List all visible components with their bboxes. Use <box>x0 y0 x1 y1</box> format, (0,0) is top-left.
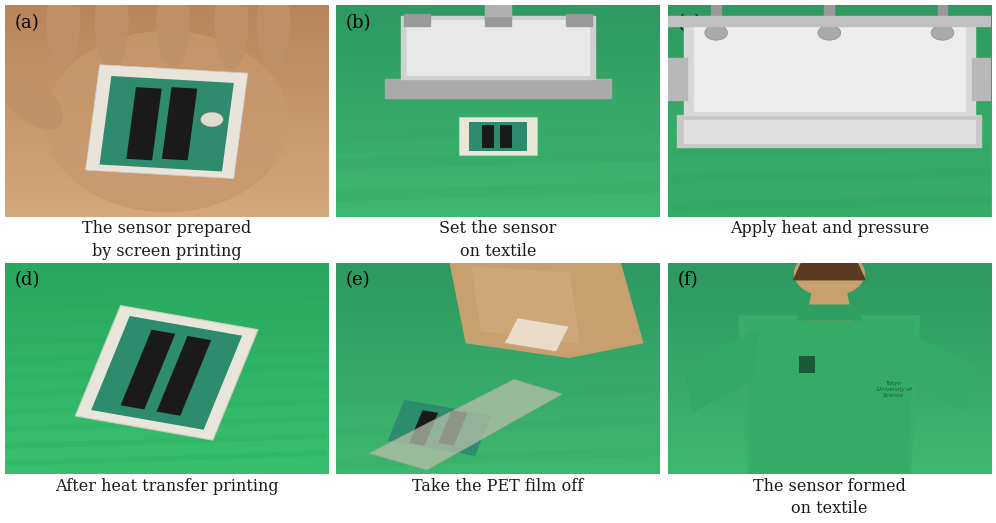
Polygon shape <box>407 20 589 75</box>
Polygon shape <box>92 316 242 430</box>
Polygon shape <box>667 16 991 26</box>
Polygon shape <box>684 331 758 411</box>
Text: After heat transfer printing: After heat transfer printing <box>55 478 279 495</box>
Polygon shape <box>449 263 643 358</box>
Polygon shape <box>745 320 913 472</box>
Polygon shape <box>677 115 981 147</box>
Text: Take the PET film off: Take the PET film off <box>412 478 584 495</box>
Polygon shape <box>76 305 258 440</box>
Ellipse shape <box>0 72 62 129</box>
Ellipse shape <box>157 0 189 69</box>
Text: (e): (e) <box>346 271 371 289</box>
Polygon shape <box>500 125 512 148</box>
Polygon shape <box>504 318 569 351</box>
Ellipse shape <box>794 250 865 297</box>
Polygon shape <box>369 379 563 470</box>
Polygon shape <box>121 329 175 410</box>
Ellipse shape <box>215 0 247 69</box>
Polygon shape <box>156 336 211 416</box>
Polygon shape <box>667 58 687 100</box>
Ellipse shape <box>47 0 80 69</box>
Polygon shape <box>438 410 467 446</box>
Polygon shape <box>482 125 494 148</box>
Polygon shape <box>409 410 438 446</box>
Polygon shape <box>807 288 852 320</box>
Polygon shape <box>794 258 865 280</box>
Bar <box>566 14 592 26</box>
Text: (c): (c) <box>677 14 701 32</box>
Text: (f): (f) <box>677 271 698 289</box>
Polygon shape <box>684 22 975 115</box>
Polygon shape <box>86 65 248 178</box>
Polygon shape <box>401 16 595 79</box>
Polygon shape <box>684 119 975 143</box>
Polygon shape <box>459 117 537 155</box>
Polygon shape <box>485 5 511 16</box>
Polygon shape <box>937 5 947 26</box>
Text: (a): (a) <box>15 14 40 32</box>
Ellipse shape <box>46 32 288 212</box>
Bar <box>404 14 430 26</box>
Polygon shape <box>469 122 527 151</box>
Polygon shape <box>739 316 920 474</box>
Polygon shape <box>825 5 835 26</box>
Polygon shape <box>972 58 991 100</box>
Polygon shape <box>162 87 197 161</box>
Text: Apply heat and pressure: Apply heat and pressure <box>730 220 929 237</box>
Polygon shape <box>693 26 965 111</box>
Text: (b): (b) <box>346 14 372 32</box>
Polygon shape <box>799 356 815 373</box>
Circle shape <box>931 25 954 40</box>
Polygon shape <box>100 76 234 172</box>
Text: The sensor formed
on textile: The sensor formed on textile <box>753 478 905 517</box>
Circle shape <box>705 25 727 40</box>
Text: (d): (d) <box>15 271 40 289</box>
Text: The sensor prepared
by screen printing: The sensor prepared by screen printing <box>82 220 251 259</box>
Bar <box>485 14 511 26</box>
Ellipse shape <box>96 0 127 69</box>
Polygon shape <box>684 331 758 411</box>
Polygon shape <box>900 331 975 411</box>
Polygon shape <box>126 87 161 161</box>
Polygon shape <box>797 305 862 320</box>
Circle shape <box>200 112 223 127</box>
Circle shape <box>818 25 841 40</box>
Polygon shape <box>711 5 721 26</box>
Text: Tokyo
University of
Science: Tokyo University of Science <box>876 381 911 398</box>
Polygon shape <box>387 400 492 456</box>
Polygon shape <box>384 79 612 98</box>
Text: Set the sensor
on textile: Set the sensor on textile <box>439 220 557 259</box>
Ellipse shape <box>257 0 290 69</box>
Polygon shape <box>667 137 991 217</box>
Polygon shape <box>472 267 579 343</box>
